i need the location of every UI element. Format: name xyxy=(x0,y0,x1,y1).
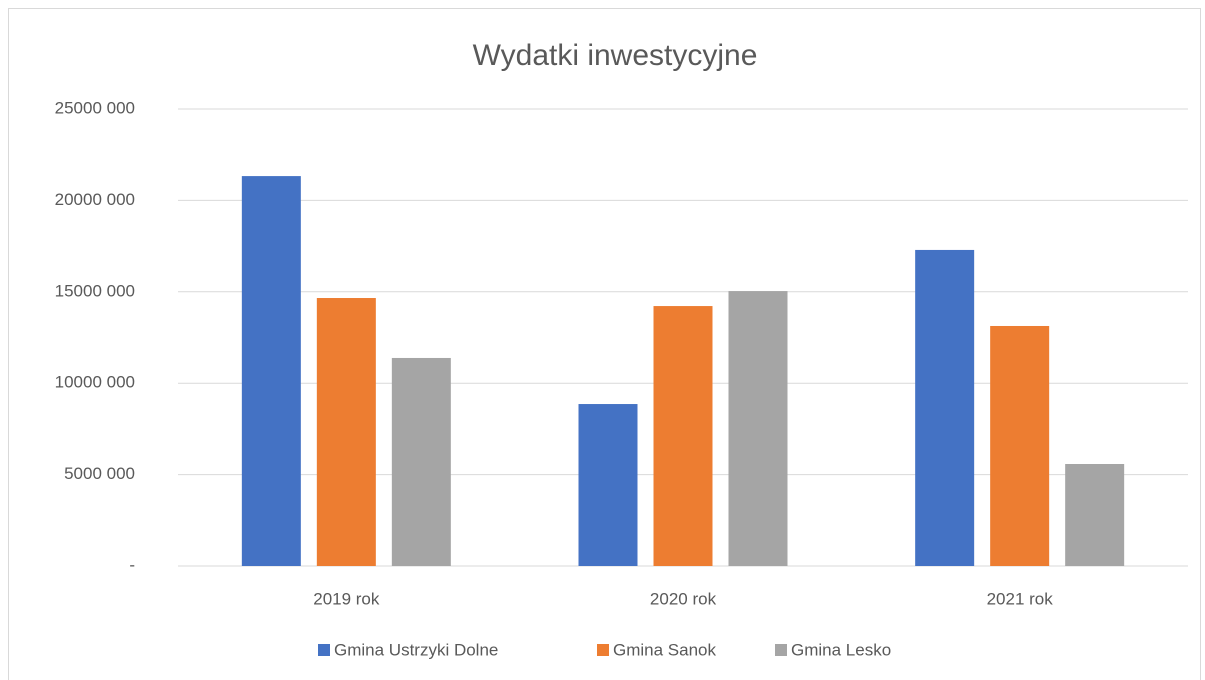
y-tick-label: - xyxy=(129,555,135,574)
legend-label: Gmina Ustrzyki Dolne xyxy=(334,640,498,659)
bar xyxy=(316,298,376,566)
bar xyxy=(578,404,638,566)
bar xyxy=(653,306,713,566)
chart-title: Wydatki inwestycyjne xyxy=(473,39,758,72)
legend-label: Gmina Lesko xyxy=(791,640,891,659)
y-tick-label: 5000 000 xyxy=(64,464,135,483)
legend-label: Gmina Sanok xyxy=(613,640,716,659)
x-tick-label: 2019 rok xyxy=(313,589,380,608)
x-tick-label: 2021 rok xyxy=(987,589,1054,608)
y-tick-label: 20000 000 xyxy=(55,190,135,209)
legend-swatch xyxy=(318,644,330,656)
bar xyxy=(728,291,788,566)
legend-swatch xyxy=(775,644,787,656)
x-tick-label: 2020 rok xyxy=(650,589,717,608)
bar xyxy=(1065,463,1125,566)
y-tick-label: 10000 000 xyxy=(55,373,135,392)
bar xyxy=(915,249,975,567)
y-tick-label: 15000 000 xyxy=(55,281,135,300)
legend-swatch xyxy=(597,644,609,656)
bar xyxy=(391,357,451,566)
bar xyxy=(241,176,301,567)
y-tick-label: 25000 000 xyxy=(55,98,135,117)
bar xyxy=(990,325,1050,566)
